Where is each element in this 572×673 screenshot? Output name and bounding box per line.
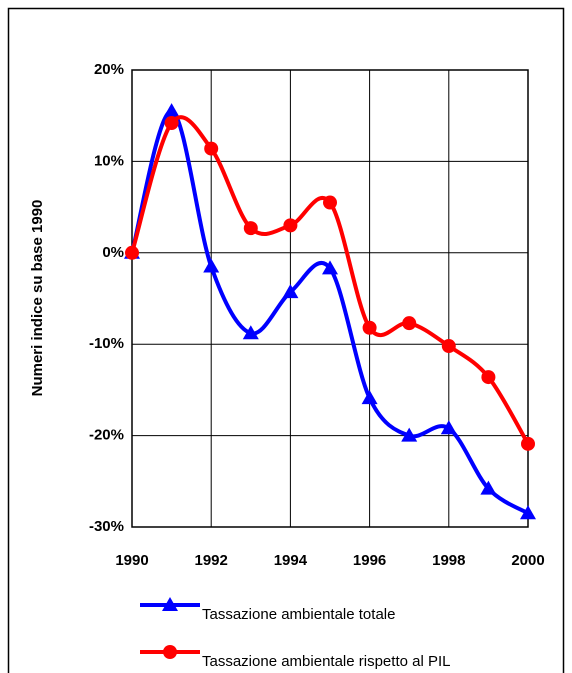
marker <box>282 284 299 299</box>
legend-label: Tassazione ambientale totale <box>202 606 395 623</box>
marker <box>162 597 178 611</box>
y-tick-label: -30% <box>89 518 124 535</box>
line <box>130 109 530 516</box>
x-tick-label: 1992 <box>195 552 228 569</box>
legend-label: Tassazione ambientale rispetto al PIL <box>202 653 450 670</box>
marker <box>322 260 338 275</box>
y-tick-label: -20% <box>89 427 124 444</box>
marker <box>283 218 298 233</box>
y-tick-label: 0% <box>102 244 124 261</box>
marker <box>481 370 496 385</box>
marker <box>361 390 378 405</box>
marker <box>125 245 139 260</box>
marker <box>520 505 536 520</box>
marker <box>480 480 497 495</box>
marker <box>402 316 417 331</box>
y-tick-label: 20% <box>94 61 124 78</box>
y-tick-label: 10% <box>94 152 124 169</box>
plot-area <box>131 69 529 528</box>
marker <box>521 436 535 451</box>
marker <box>204 141 219 156</box>
y-axis-label: Numeri indice su base 1990 <box>29 200 46 397</box>
marker <box>164 116 179 131</box>
marker <box>323 195 337 210</box>
x-tick-label: 1998 <box>432 552 465 569</box>
y-tick-label: -10% <box>89 335 124 352</box>
marker <box>163 103 180 118</box>
marker <box>440 420 457 435</box>
x-tick-label: 1990 <box>115 552 148 569</box>
marker <box>401 427 418 442</box>
marker <box>441 339 456 354</box>
chart-border <box>7 7 565 673</box>
marker <box>203 258 220 273</box>
marker <box>242 325 259 340</box>
marker <box>163 645 177 659</box>
x-tick-label: 2000 <box>511 552 544 569</box>
marker <box>362 320 377 335</box>
marker <box>243 221 258 236</box>
x-tick-label: 1996 <box>353 552 386 569</box>
x-tick-label: 1994 <box>274 552 308 569</box>
